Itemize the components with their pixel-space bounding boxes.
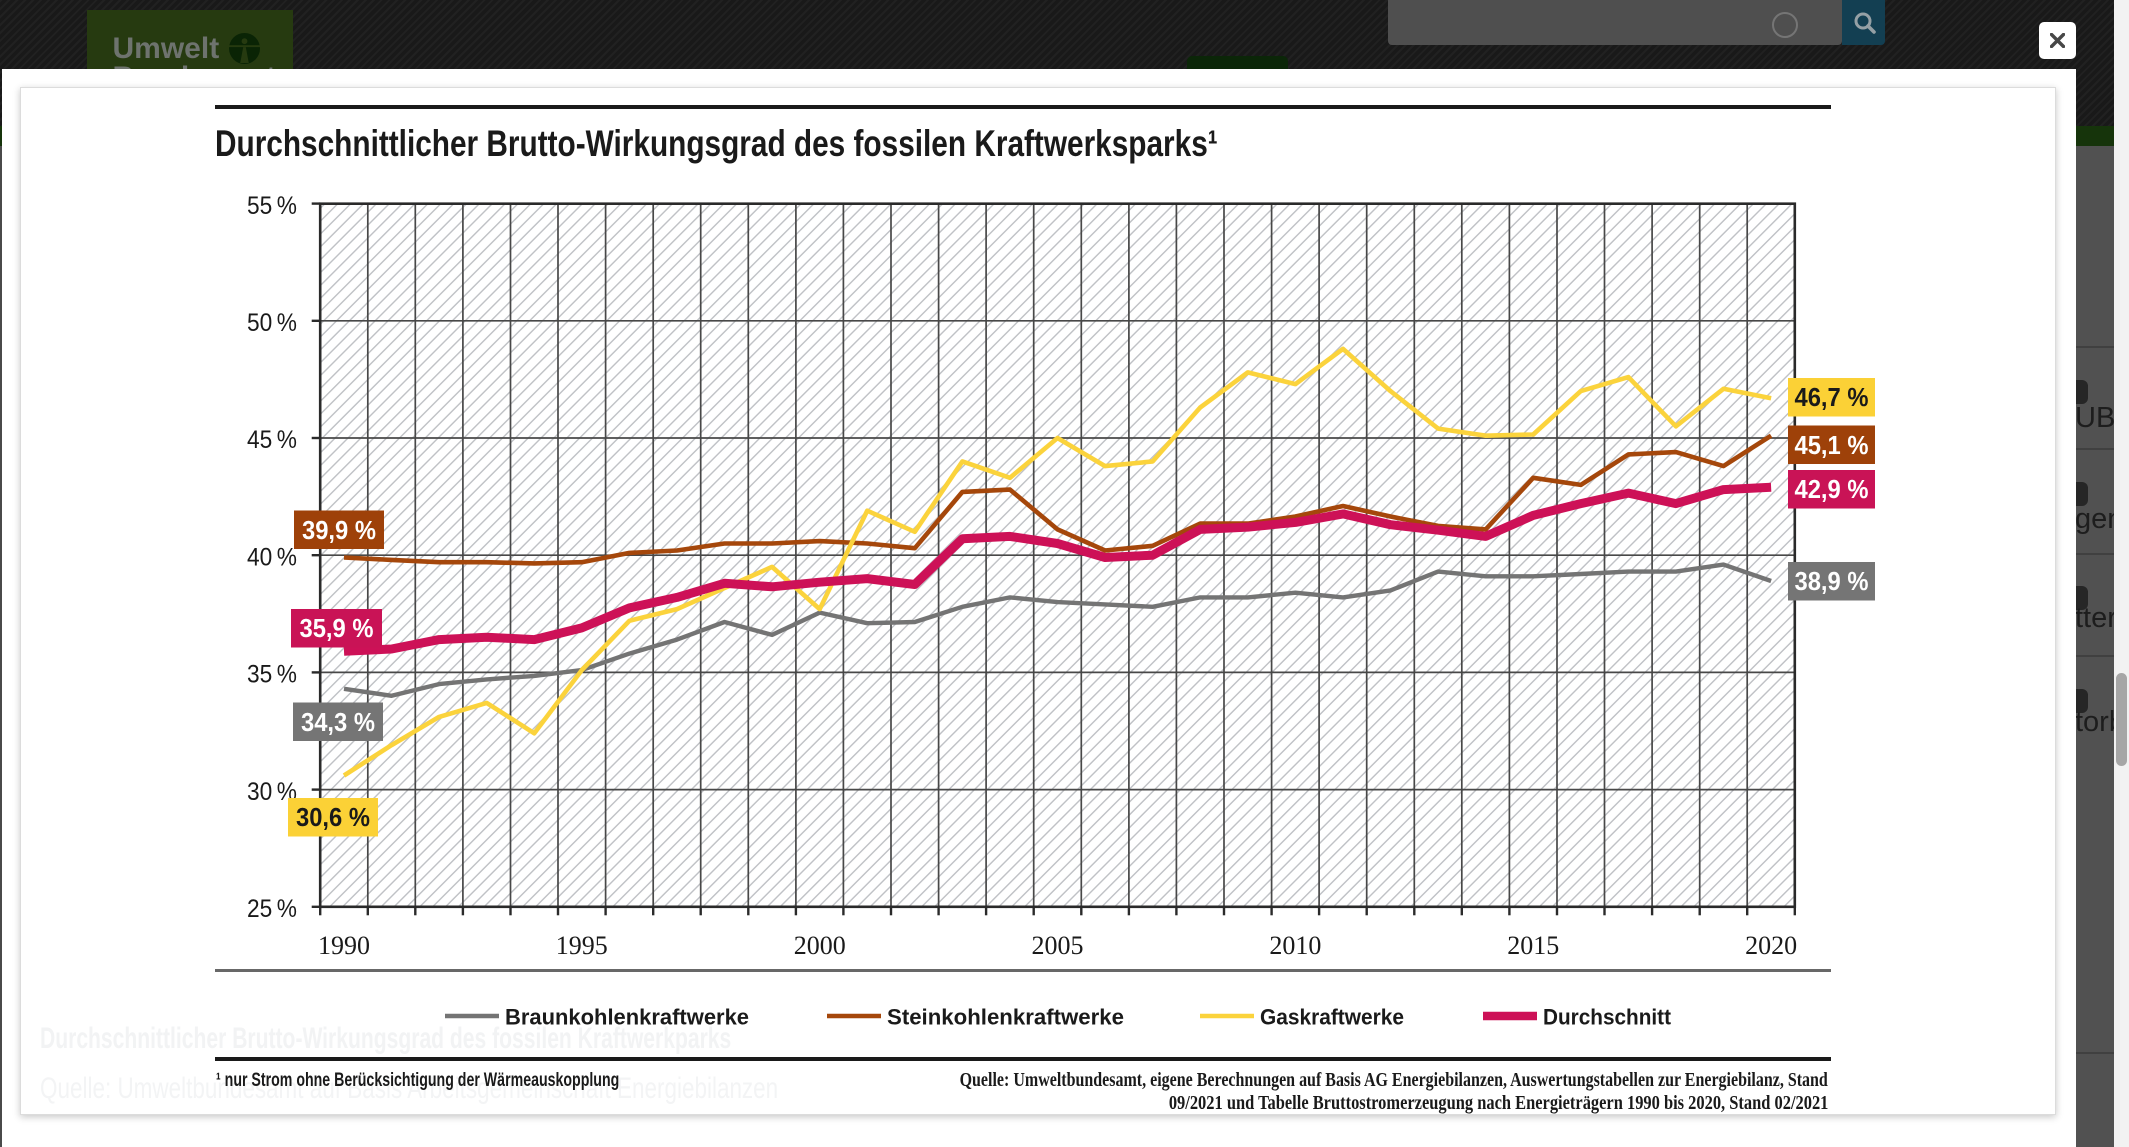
svg-text:35 %: 35 %: [247, 661, 297, 689]
svg-text:50 %: 50 %: [247, 309, 297, 337]
svg-text:45,1 %: 45,1 %: [1795, 430, 1869, 460]
svg-text:39,9 %: 39,9 %: [302, 515, 376, 545]
svg-text:2010: 2010: [1269, 931, 1321, 960]
svg-text:1995: 1995: [556, 931, 608, 960]
svg-text:1990: 1990: [318, 931, 370, 960]
svg-text:55 %: 55 %: [247, 192, 297, 220]
svg-text:Steinkohlenkraftwerke: Steinkohlenkraftwerke: [887, 1005, 1124, 1030]
svg-text:Braunkohlenkraftwerke: Braunkohlenkraftwerke: [505, 1005, 749, 1030]
svg-text:35,9 %: 35,9 %: [300, 613, 374, 643]
svg-text:46,7 %: 46,7 %: [1795, 382, 1869, 412]
svg-text:2005: 2005: [1032, 931, 1084, 960]
svg-text:Gaskraftwerke: Gaskraftwerke: [1260, 1005, 1404, 1030]
svg-text:2020: 2020: [1745, 931, 1797, 960]
svg-text:40 %: 40 %: [247, 543, 297, 571]
svg-text:Durchschnitt: Durchschnitt: [1543, 1005, 1671, 1030]
svg-text:34,3 %: 34,3 %: [301, 707, 375, 737]
svg-text:2015: 2015: [1507, 931, 1559, 960]
svg-text:25 %: 25 %: [247, 895, 297, 923]
svg-text:38,9 %: 38,9 %: [1795, 566, 1869, 596]
svg-text:45 %: 45 %: [247, 426, 297, 454]
svg-text:2000: 2000: [794, 931, 846, 960]
svg-text:30,6 %: 30,6 %: [296, 802, 370, 832]
svg-text:42,9 %: 42,9 %: [1795, 474, 1869, 504]
